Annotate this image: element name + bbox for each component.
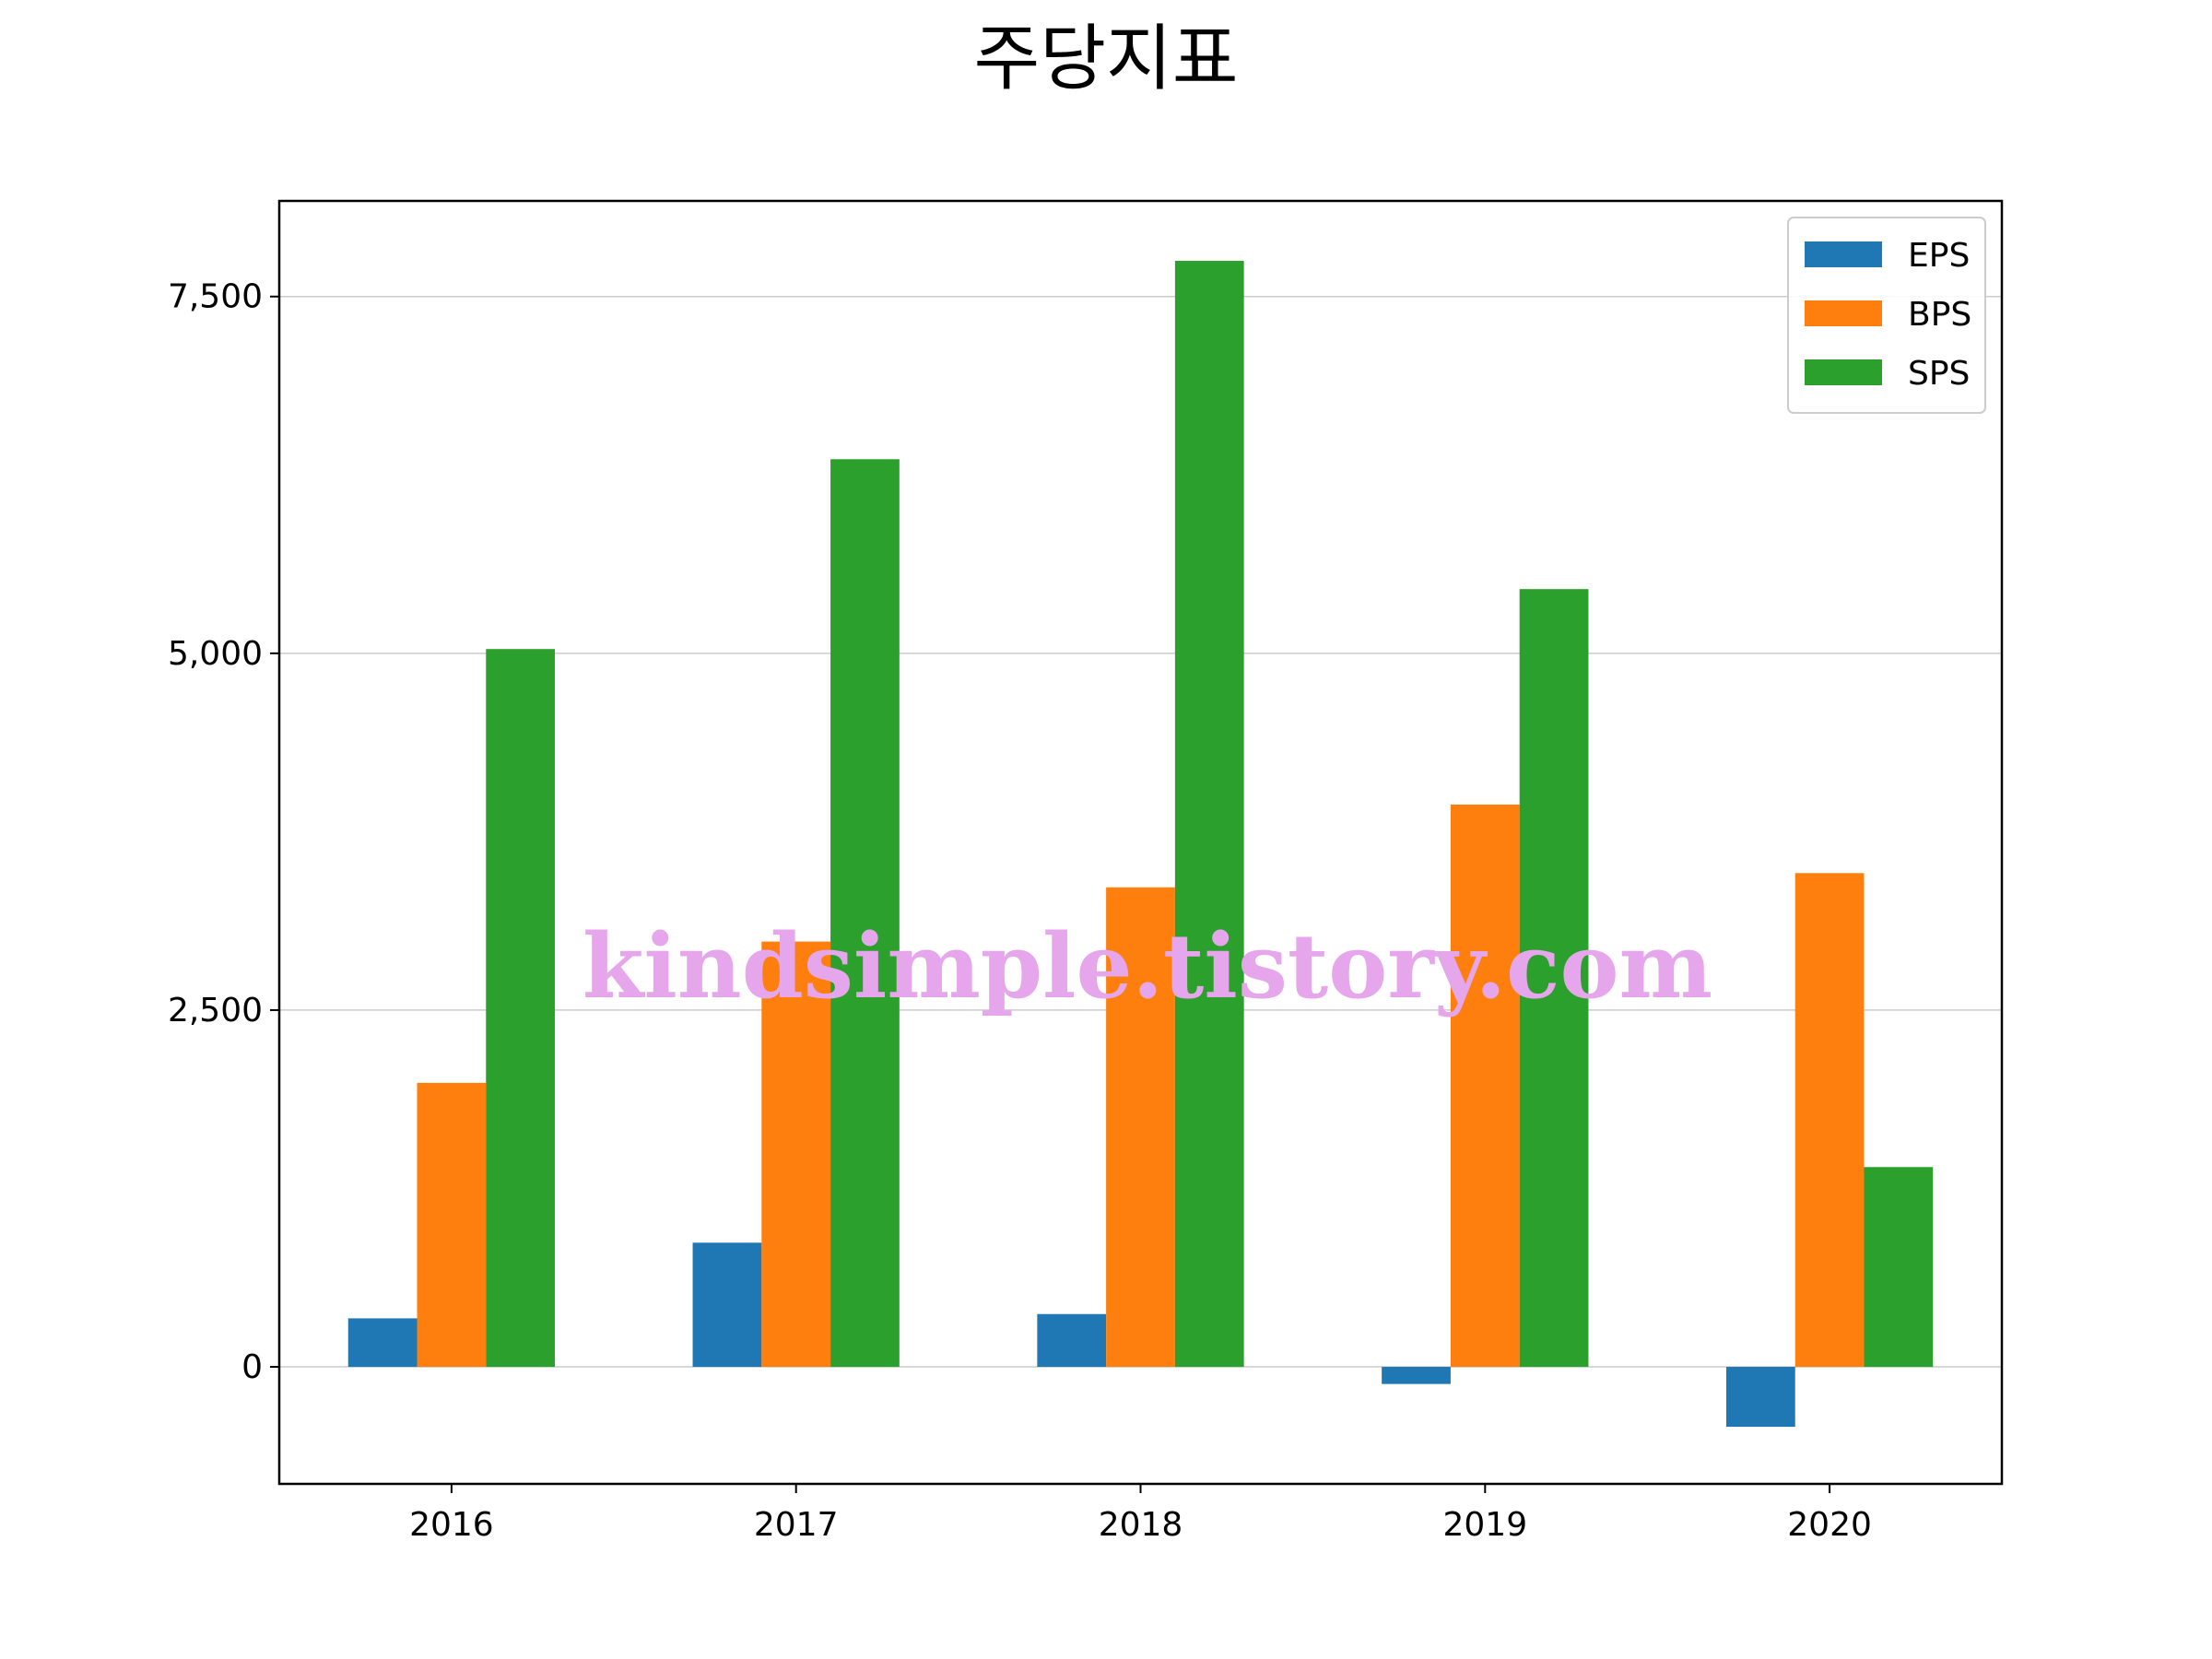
bars [347,261,1934,1428]
bar-bps-2016 [417,1082,487,1368]
x-tick-label: 2018 [1099,1506,1183,1544]
y-tick-label: 5,000 [168,635,263,673]
bar-bps-2019 [1450,804,1520,1368]
bar-eps-2020 [1725,1367,1795,1428]
legend-swatch-eps [1805,241,1882,267]
y-tick-label: 0 [241,1348,263,1386]
legend-swatch-sps [1805,359,1882,385]
bar-sps-2019 [1519,589,1589,1368]
bar-eps-2018 [1037,1313,1107,1368]
legend: EPS BPS SPS [1787,217,1986,414]
legend-swatch-bps [1805,300,1882,326]
chart-title: 주당지표 [973,18,1238,100]
bar-bps-2018 [1106,887,1175,1368]
bar-eps-2019 [1382,1367,1451,1384]
y-axis: 0 2,500 5,000 7,500 [168,278,279,1386]
bar-sps-2016 [486,649,556,1368]
legend-label-bps: BPS [1908,296,1971,334]
y-tick-label: 2,500 [168,992,263,1030]
x-tick-label: 2020 [1787,1506,1872,1544]
bar-sps-2020 [1864,1167,1934,1368]
bar-bps-2020 [1794,873,1865,1368]
bar-bps-2017 [761,941,831,1368]
bar-sps-2018 [1174,261,1244,1368]
y-tick-label: 7,500 [168,278,263,316]
x-tick-label: 2016 [409,1506,494,1544]
watermark: kindsimple.tistory.com [582,914,1712,1018]
bar-eps-2017 [692,1242,762,1368]
legend-label-eps: EPS [1908,237,1970,275]
x-tick-label: 2019 [1442,1506,1527,1544]
bar-eps-2016 [347,1318,418,1368]
x-tick-label: 2017 [754,1506,839,1544]
x-axis: 2016 2017 2018 2019 2020 [409,1484,1872,1544]
legend-label-sps: SPS [1908,355,1970,393]
bar-sps-2017 [830,459,900,1368]
